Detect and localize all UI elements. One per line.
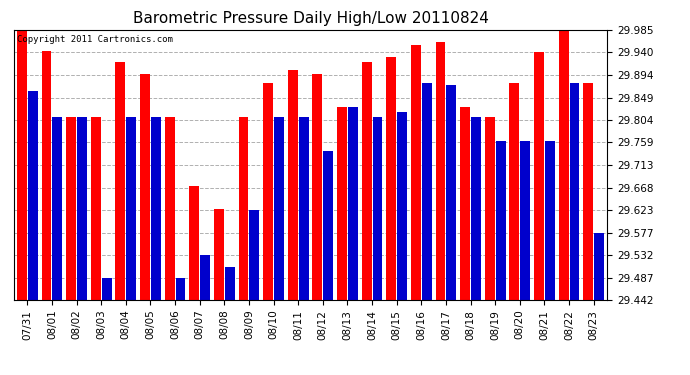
Bar bbox=[509, 83, 520, 300]
Bar bbox=[485, 117, 495, 300]
Bar bbox=[559, 30, 569, 300]
Bar bbox=[446, 85, 456, 300]
Bar bbox=[239, 117, 248, 300]
Bar bbox=[165, 117, 175, 300]
Bar bbox=[274, 117, 284, 300]
Bar bbox=[225, 267, 235, 300]
Bar bbox=[471, 117, 481, 300]
Bar bbox=[151, 117, 161, 300]
Bar bbox=[214, 209, 224, 300]
Bar bbox=[189, 186, 199, 300]
Bar bbox=[200, 255, 210, 300]
Bar bbox=[337, 107, 347, 300]
Bar bbox=[594, 233, 604, 300]
Bar bbox=[250, 210, 259, 300]
Bar bbox=[362, 62, 371, 300]
Bar bbox=[77, 117, 87, 300]
Bar bbox=[299, 117, 308, 300]
Bar bbox=[28, 91, 38, 300]
Bar bbox=[91, 117, 101, 300]
Bar bbox=[435, 42, 446, 300]
Text: Copyright 2011 Cartronics.com: Copyright 2011 Cartronics.com bbox=[17, 35, 172, 44]
Bar bbox=[520, 141, 530, 300]
Bar bbox=[545, 141, 555, 300]
Bar bbox=[495, 141, 506, 300]
Bar bbox=[583, 83, 593, 300]
Bar bbox=[422, 83, 432, 300]
Bar bbox=[324, 151, 333, 300]
Bar bbox=[140, 74, 150, 300]
Bar bbox=[373, 117, 382, 300]
Bar bbox=[115, 62, 126, 300]
Bar bbox=[41, 51, 52, 300]
Bar bbox=[411, 45, 421, 300]
Bar bbox=[126, 117, 136, 300]
Bar bbox=[569, 83, 580, 300]
Bar bbox=[386, 57, 396, 300]
Bar bbox=[288, 70, 297, 300]
Bar bbox=[263, 83, 273, 300]
Bar bbox=[17, 30, 27, 300]
Title: Barometric Pressure Daily High/Low 20110824: Barometric Pressure Daily High/Low 20110… bbox=[132, 11, 489, 26]
Bar bbox=[101, 278, 112, 300]
Bar bbox=[52, 117, 62, 300]
Bar bbox=[175, 278, 186, 300]
Bar bbox=[534, 53, 544, 300]
Bar bbox=[348, 107, 358, 300]
Bar bbox=[66, 117, 76, 300]
Bar bbox=[313, 74, 322, 300]
Bar bbox=[460, 107, 470, 300]
Bar bbox=[397, 112, 407, 300]
